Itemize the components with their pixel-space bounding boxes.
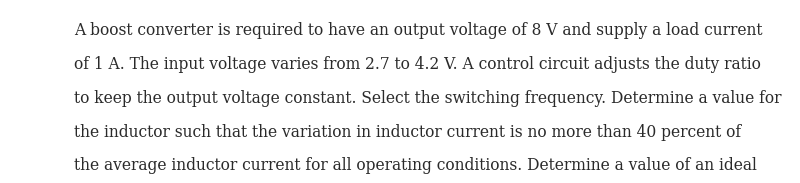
Text: the inductor such that the variation in inductor current is no more than 40 perc: the inductor such that the variation in … bbox=[74, 124, 741, 141]
Text: of 1 A. The input voltage varies from 2.7 to 4.2 V. A control circuit adjusts th: of 1 A. The input voltage varies from 2.… bbox=[74, 56, 761, 73]
Text: the average inductor current for all operating conditions. Determine a value of : the average inductor current for all ope… bbox=[74, 157, 757, 174]
Text: to keep the output voltage constant. Select the switching frequency. Determine a: to keep the output voltage constant. Sel… bbox=[74, 90, 781, 107]
Text: A boost converter is required to have an output voltage of 8 V and supply a load: A boost converter is required to have an… bbox=[74, 22, 762, 39]
